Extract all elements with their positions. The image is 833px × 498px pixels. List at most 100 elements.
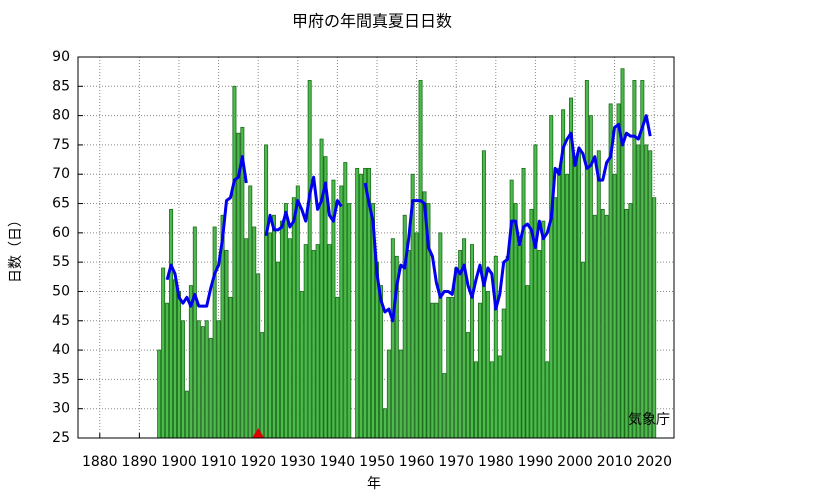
bar <box>216 320 221 439</box>
bar <box>604 214 609 439</box>
y-axis-label: 日数（日） <box>8 213 24 283</box>
bar <box>442 373 447 439</box>
bar <box>418 80 423 439</box>
bar <box>232 85 237 439</box>
moving-average-line <box>165 114 652 323</box>
bar <box>521 167 526 439</box>
bar <box>192 226 197 439</box>
bar <box>414 232 419 439</box>
y-tick-label: 75 <box>52 137 70 153</box>
bar <box>212 226 217 439</box>
bar <box>224 250 229 439</box>
bar <box>398 349 403 439</box>
y-tick-label: 25 <box>52 430 70 446</box>
bar <box>343 162 348 439</box>
bar <box>382 408 387 439</box>
bar <box>355 167 360 439</box>
bar <box>541 220 546 439</box>
bar <box>339 185 344 439</box>
bar <box>624 208 629 439</box>
bar <box>434 302 439 439</box>
bar <box>315 244 320 439</box>
bar <box>204 320 209 439</box>
bar <box>446 296 451 439</box>
bar <box>161 267 166 439</box>
bar <box>299 291 304 439</box>
bar <box>256 273 261 439</box>
bar <box>363 167 368 439</box>
bar <box>458 250 463 439</box>
bar <box>311 250 316 439</box>
x-tick-label: 1940 <box>320 454 356 470</box>
x-tick-label: 2020 <box>636 454 672 470</box>
bar <box>307 80 312 439</box>
y-tick-label: 40 <box>52 342 70 358</box>
bar <box>276 261 280 439</box>
y-tick-label: 65 <box>52 196 70 212</box>
bar <box>248 185 253 439</box>
bar <box>347 203 352 439</box>
bar <box>596 150 601 439</box>
bar <box>632 80 637 439</box>
y-tick-label: 45 <box>52 313 70 329</box>
bar <box>553 197 558 439</box>
bar <box>501 308 506 439</box>
bar <box>493 255 498 439</box>
bar <box>620 68 625 439</box>
x-tick-label: 2000 <box>557 454 593 470</box>
bar <box>165 302 170 439</box>
bar <box>509 179 514 439</box>
bar <box>505 255 510 439</box>
bar <box>477 302 482 439</box>
bar <box>378 285 383 439</box>
bar <box>260 332 265 439</box>
bar <box>481 150 486 439</box>
bar <box>600 208 605 439</box>
x-tick-label: 1930 <box>280 454 316 470</box>
bar <box>485 291 490 439</box>
bar <box>272 214 277 439</box>
bar <box>173 279 178 439</box>
bar <box>628 203 633 439</box>
x-tick-label: 1950 <box>359 454 395 470</box>
x-tick-label: 1910 <box>201 454 237 470</box>
bar <box>489 361 494 439</box>
bar <box>406 250 411 439</box>
plot-frame <box>77 56 675 439</box>
bar <box>517 244 522 439</box>
bar <box>279 220 284 439</box>
chart-title: 甲府の年間真夏日日数 <box>292 12 452 31</box>
bar <box>169 208 174 439</box>
y-tick-label: 80 <box>52 108 70 124</box>
bar <box>264 144 269 439</box>
y-tick-label: 35 <box>52 371 70 387</box>
bar <box>319 138 324 439</box>
x-tick-label: 2010 <box>597 454 633 470</box>
y-tick-label: 85 <box>52 78 70 94</box>
bar <box>497 355 502 439</box>
bar <box>184 390 189 439</box>
x-tick-label: 1880 <box>82 454 118 470</box>
bar <box>616 103 621 439</box>
bar <box>450 296 455 439</box>
bar <box>549 115 554 439</box>
bar <box>474 361 478 439</box>
bar <box>533 144 538 439</box>
bar <box>545 361 550 439</box>
x-tick-label: 1890 <box>122 454 158 470</box>
bar <box>529 208 534 439</box>
bar <box>196 320 201 439</box>
x-tick-label: 1980 <box>478 454 514 470</box>
annotation: 気象庁 <box>628 412 670 428</box>
bar <box>644 144 649 439</box>
bar <box>438 232 443 439</box>
bar <box>537 250 542 439</box>
bar <box>327 244 332 439</box>
bar <box>188 285 193 439</box>
y-tick-label: 90 <box>52 49 70 65</box>
bar <box>584 80 589 439</box>
y-tick-label: 60 <box>52 225 70 241</box>
y-tick-label: 50 <box>52 283 70 299</box>
y-tick-label: 70 <box>52 166 70 182</box>
